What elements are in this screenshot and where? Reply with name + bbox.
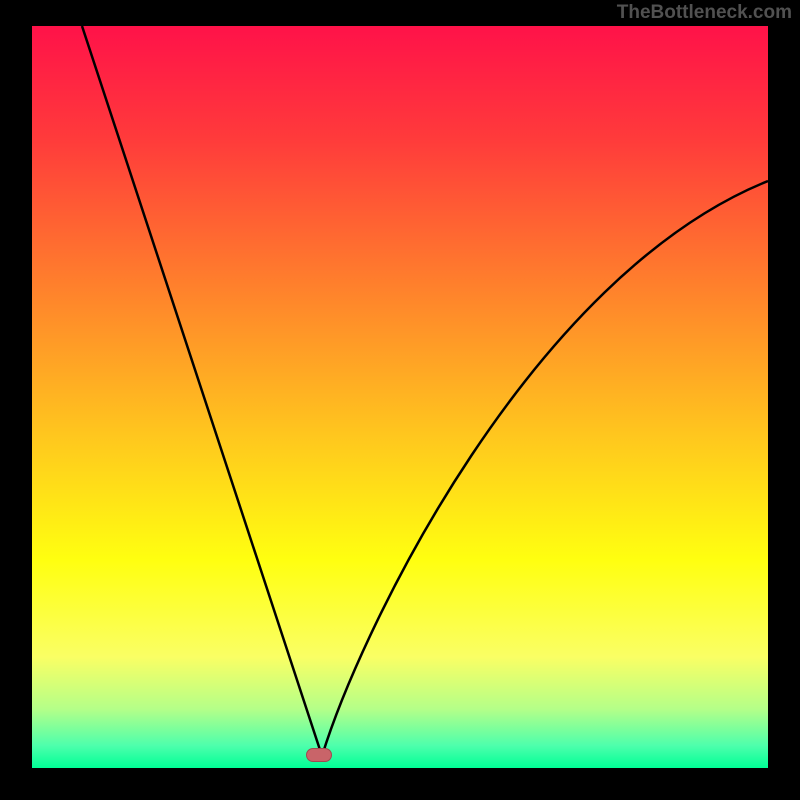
plot-area bbox=[32, 26, 768, 768]
watermark-text: TheBottleneck.com bbox=[617, 2, 792, 24]
chart-container: TheBottleneck.com bbox=[0, 0, 800, 800]
curve-svg bbox=[32, 26, 768, 768]
optimal-point-marker bbox=[306, 748, 332, 762]
bottleneck-curve bbox=[82, 26, 768, 756]
